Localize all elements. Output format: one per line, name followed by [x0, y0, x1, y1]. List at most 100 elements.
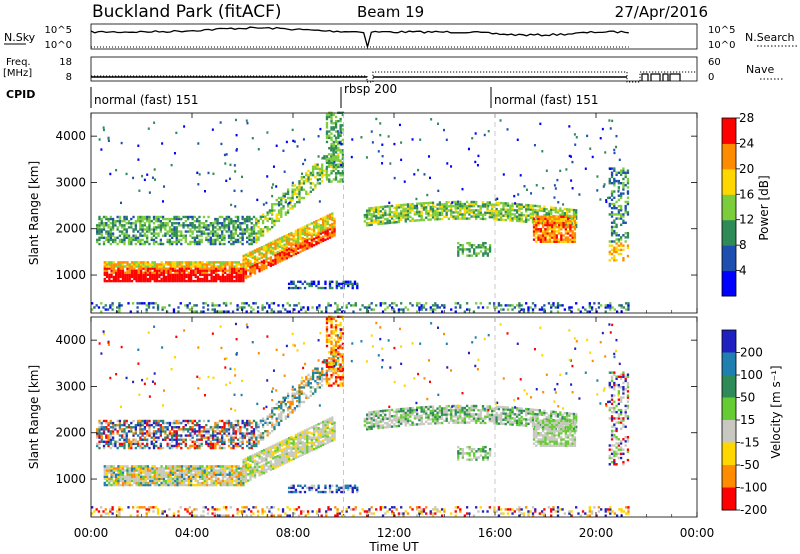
power-cell — [317, 225, 320, 228]
velocity-cell — [303, 446, 307, 449]
velocity-cell — [251, 475, 254, 478]
power-cell — [384, 213, 387, 217]
velocity-cell — [285, 458, 288, 462]
power-cell — [306, 241, 309, 244]
velocity-cell — [98, 419, 101, 423]
power-cell — [546, 217, 549, 221]
velocity-cell — [117, 467, 120, 470]
power-cell — [253, 265, 257, 269]
power-cell — [550, 310, 553, 313]
velocity-cell — [322, 420, 325, 424]
velocity-cell — [139, 430, 142, 433]
power-cell — [553, 223, 556, 227]
power-cell — [151, 275, 154, 279]
power-cell — [169, 275, 172, 279]
velocity-cell — [283, 460, 286, 463]
power-cell — [121, 277, 125, 281]
velocity-cell — [203, 471, 206, 474]
velocity-cell — [210, 479, 213, 483]
power-cell — [340, 142, 343, 146]
power-cell — [211, 222, 215, 225]
velocity-cell — [167, 483, 170, 487]
power-cell — [276, 242, 279, 245]
power-cell — [251, 252, 254, 255]
power-cell — [205, 219, 208, 223]
power-cell — [328, 115, 331, 119]
power-cell — [221, 263, 225, 266]
velocity-cell — [119, 477, 122, 481]
power-cell — [330, 117, 333, 121]
power-cell — [452, 204, 455, 208]
velocity-cell — [283, 449, 286, 452]
velocity-cell — [116, 446, 119, 450]
power-cell — [201, 271, 204, 274]
power-cell — [162, 271, 166, 274]
power-cell — [520, 215, 523, 219]
velocity-cell — [110, 465, 113, 468]
power-cell — [495, 203, 498, 207]
power-cell — [107, 238, 110, 242]
power-cell — [325, 124, 329, 127]
power-cell — [276, 244, 279, 248]
power-cell — [293, 192, 297, 196]
power-cell — [495, 214, 498, 217]
power-cell — [198, 242, 201, 246]
power-cell — [274, 252, 277, 255]
power-cell — [487, 129, 490, 133]
power-cell — [321, 171, 324, 175]
power-cell — [325, 130, 329, 133]
power-cell — [330, 161, 333, 165]
power-cell — [330, 147, 333, 150]
velocity-cell — [272, 444, 275, 447]
power-cell — [418, 306, 421, 309]
power-cell — [535, 240, 538, 243]
power-cell — [624, 204, 627, 208]
power-cell — [622, 306, 626, 309]
velocity-cell — [109, 446, 112, 450]
power-cell — [397, 308, 401, 311]
power-cell — [111, 232, 115, 235]
power-cell — [490, 203, 494, 206]
velocity-cell — [149, 473, 152, 476]
power-cell — [252, 226, 256, 229]
power-cell — [324, 234, 327, 237]
velocity-cell — [214, 471, 218, 474]
power-cell — [425, 216, 428, 219]
power-cell — [171, 267, 175, 270]
power-cell — [321, 169, 324, 173]
power-cell — [420, 210, 423, 213]
power-cell — [227, 226, 231, 229]
velocity-cell — [189, 469, 193, 472]
power-cell — [97, 306, 101, 309]
power-cell — [132, 228, 135, 231]
power-cell — [319, 228, 323, 231]
power-cell — [162, 273, 166, 277]
velocity-cell — [287, 457, 291, 461]
power-cell — [404, 213, 407, 217]
power-cell — [287, 286, 291, 290]
velocity-cell — [141, 438, 144, 441]
noise-right-tick-low: 10^0 — [708, 40, 735, 51]
power-cell — [98, 217, 101, 221]
power-cell — [622, 169, 625, 172]
velocity-cell — [128, 467, 131, 470]
velocity-cell — [262, 448, 266, 452]
power-cell — [110, 267, 113, 270]
power-cell — [322, 220, 325, 224]
power-cell — [258, 257, 261, 260]
velocity-cell — [105, 475, 109, 478]
velocity-cell — [251, 468, 254, 472]
power-cell — [418, 308, 421, 311]
power-cell — [228, 275, 231, 279]
power-cell — [196, 261, 200, 264]
power-cell — [472, 211, 476, 214]
power-cell — [515, 205, 519, 208]
power-cell — [265, 201, 268, 205]
velocity-cell — [260, 460, 263, 463]
velocity-cell — [169, 479, 172, 483]
velocity-cell — [119, 479, 122, 483]
velocity-cell — [322, 431, 325, 434]
velocity-cell — [155, 475, 159, 478]
power-cell — [153, 121, 156, 124]
power-cell — [475, 215, 478, 218]
